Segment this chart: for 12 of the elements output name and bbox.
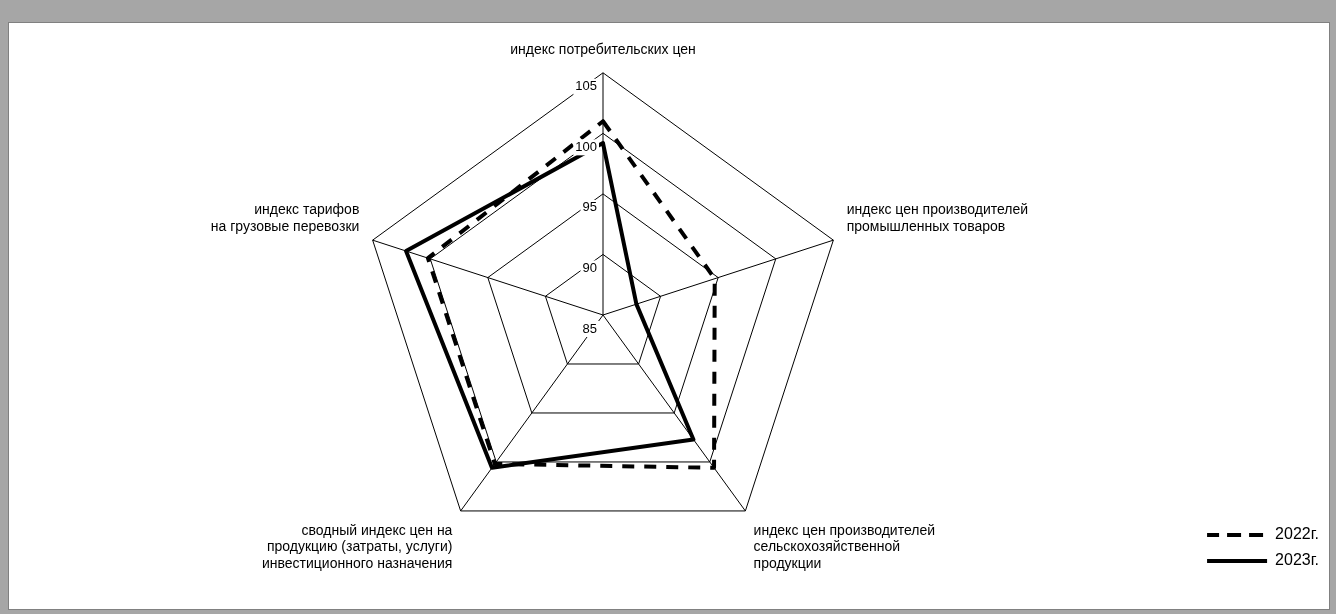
spoke-label: индекс цен производителей сельскохозяйственной продукции [753,521,936,572]
y-tick-label: 100 [575,138,597,154]
spoke-label: индекс потребительских цен [510,41,696,58]
spoke-label: индекс цен производителей промышленных товаров [846,201,1029,235]
legend-label: 2022г. [1275,525,1319,543]
y-tick-label: 95 [582,199,597,215]
spoke-label: сводный индекс цен на продукцию (затраты, услуги) инвестиционного назначения [262,521,453,572]
legend-label: 2023г. [1275,551,1319,569]
y-tick-label: 85 [582,320,597,336]
y-tick-label: 90 [582,260,597,276]
y-tick-label: 105 [575,78,597,94]
spoke-label: индекс тарифов на грузовые перевозки [210,201,360,235]
